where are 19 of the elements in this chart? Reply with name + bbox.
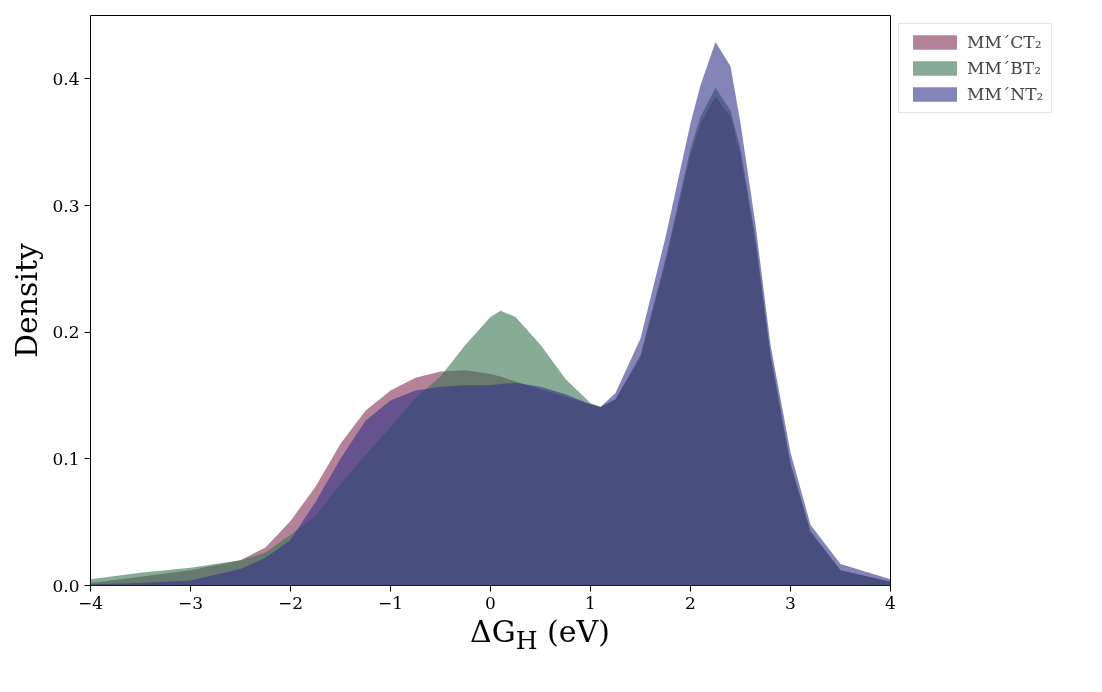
y-tick-label: 0.3: [52, 195, 80, 216]
y-tick-label: 0.1: [52, 448, 80, 469]
legend-label: MM´CT₂: [967, 32, 1042, 52]
y-tick-label: 0.4: [52, 68, 80, 89]
x-tick-label: −2: [277, 592, 304, 613]
x-tick-label: 2: [685, 592, 696, 613]
x-tick-label: −4: [77, 592, 104, 613]
legend-label: MM´NT₂: [967, 84, 1044, 104]
x-tick-label: 1: [585, 592, 596, 613]
y-tick-label: 0.2: [52, 322, 80, 343]
legend-label: MM´BT₂: [967, 58, 1041, 78]
x-tick-label: −1: [377, 592, 404, 613]
x-axis-title: ΔG$_{H}$ (eV): [470, 613, 610, 657]
x-tick-label: 4: [885, 592, 896, 613]
y-tick-label: 0.0: [52, 575, 80, 596]
x-tick-label: −3: [177, 592, 204, 613]
y-axis-title: Density: [9, 242, 45, 359]
x-tick-label: 0: [485, 592, 496, 613]
x-tick-label: 3: [785, 592, 796, 613]
